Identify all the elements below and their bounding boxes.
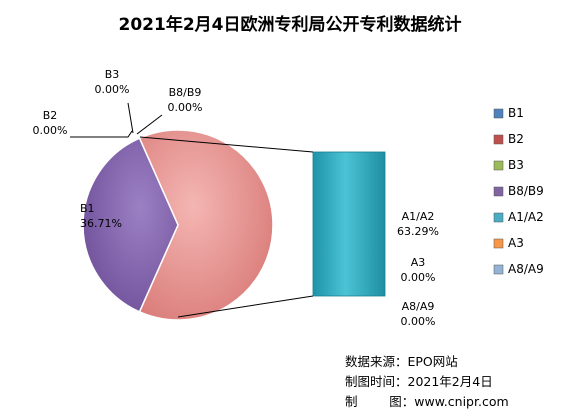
bar-area — [312, 151, 386, 297]
label-b2-name-label: B2 — [43, 109, 58, 122]
leader-line-b8-b9 — [136, 114, 163, 135]
legend-label-a3: A3 — [508, 236, 524, 250]
label-a1-a2-name-label: A1/A2 — [402, 210, 435, 223]
label-b8-b9-name-label: B8/B9 — [169, 86, 202, 99]
label-b2-value-label: 0.00% — [33, 124, 68, 137]
label-a8-a9-value-label: 0.00% — [401, 315, 436, 328]
leader-line-b2 — [70, 130, 133, 138]
legend-label-a8-a9: A8/A9 — [508, 262, 544, 276]
source-note: 数据来源：EPO网站 制图时间：2021年2月4日 制 图：www.cnipr.… — [345, 354, 509, 409]
legend-swatch-a8-a9 — [493, 264, 504, 275]
legend-swatch-b8-b9 — [493, 186, 504, 197]
label-a3-name-label: A3 — [411, 256, 426, 269]
legend-label-b8-b9: B8/B9 — [508, 184, 544, 198]
connector-bottom — [177, 295, 314, 318]
label-b3-name-label: B3 — [105, 68, 120, 81]
bar-segment-a1-a2 — [312, 151, 386, 297]
author-line: 制 图：www.cnipr.com — [345, 394, 509, 409]
legend-label-a1-a2: A1/A2 — [508, 210, 544, 224]
label-a3-value-label: 0.00% — [401, 271, 436, 284]
connector-top — [139, 136, 314, 153]
date-line: 制图时间：2021年2月4日 — [345, 374, 493, 389]
legend-label-b1: B1 — [508, 106, 524, 120]
connector-lines — [139, 136, 314, 318]
pie-slice-a1-a2 — [138, 129, 274, 321]
legend-swatch-b1 — [493, 108, 504, 119]
pie-area — [82, 129, 274, 321]
chart-title: 2021年2月4日欧洲专利局公开专利数据统计 — [119, 14, 462, 35]
legend-swatch-b2 — [493, 134, 504, 145]
legend-swatch-a1-a2 — [493, 212, 504, 223]
label-b3-value-label: 0.00% — [95, 83, 130, 96]
leader-line-b3 — [127, 102, 134, 134]
label-a1-a2-value-label: 63.29% — [397, 225, 439, 238]
data-labels: B3 0.00% B8/B9 0.00% B2 0.00% B1 36.71% A1/A2 63.… — [33, 68, 439, 328]
source-line: 数据来源：EPO网站 — [345, 354, 458, 369]
label-b1-name-label: B1 — [80, 202, 95, 215]
legend: B1 B2 B3 B8/B9 A1/A2 A3 A8/A9 — [493, 106, 544, 276]
label-b1-value-label: 36.71% — [80, 217, 122, 230]
legend-swatch-a3 — [493, 238, 504, 249]
label-b8-b9-value-label: 0.00% — [168, 101, 203, 114]
legend-label-b2: B2 — [508, 132, 524, 146]
pie-slice-b1 — [82, 137, 179, 313]
legend-swatch-b3 — [493, 160, 504, 171]
label-a8-a9-name-label: A8/A9 — [402, 300, 435, 313]
legend-label-b3: B3 — [508, 158, 524, 172]
